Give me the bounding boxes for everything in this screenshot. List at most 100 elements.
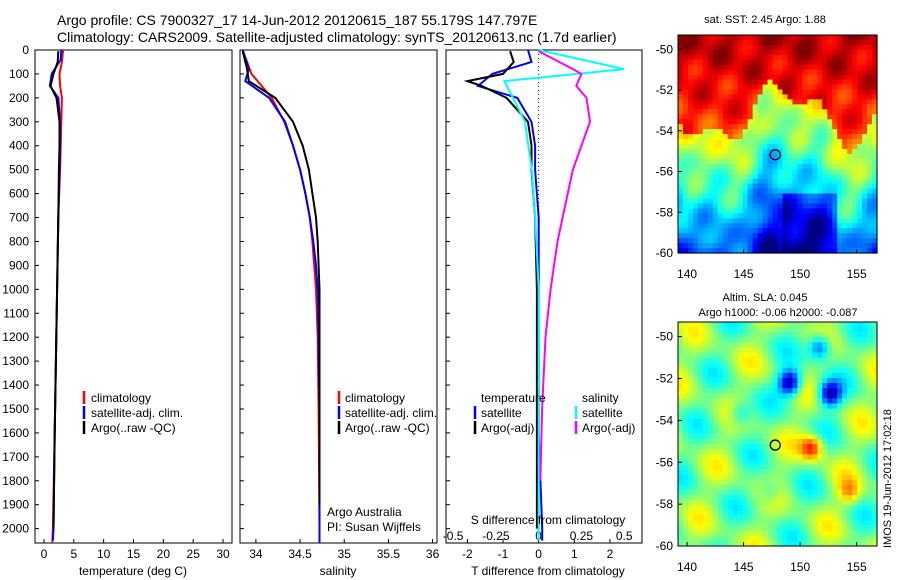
map-cell bbox=[767, 484, 774, 491]
map-cell bbox=[717, 322, 724, 328]
map-cell bbox=[787, 129, 794, 135]
map-cell bbox=[787, 490, 794, 496]
map-cell bbox=[847, 109, 853, 115]
map-cell bbox=[842, 243, 848, 249]
map-cell bbox=[752, 208, 759, 214]
map-cell bbox=[867, 449, 873, 455]
map-cell bbox=[722, 505, 729, 511]
map-cell bbox=[682, 444, 689, 450]
map-cell bbox=[822, 213, 828, 219]
map-cell bbox=[702, 144, 709, 150]
map-cell bbox=[772, 168, 779, 175]
map-cell bbox=[857, 168, 863, 175]
map-cell bbox=[702, 459, 709, 466]
map-cell bbox=[792, 124, 798, 130]
map-cell bbox=[687, 39, 694, 46]
map-cell bbox=[767, 193, 774, 200]
map-cell bbox=[822, 69, 828, 76]
map-cell bbox=[722, 173, 729, 180]
map-cell bbox=[852, 44, 858, 51]
map-cell bbox=[867, 398, 873, 405]
map-cell bbox=[762, 413, 769, 420]
map-cell bbox=[747, 525, 754, 532]
map-cell bbox=[692, 367, 699, 374]
map-cell bbox=[732, 525, 739, 532]
map-cell bbox=[707, 388, 714, 394]
map-cell bbox=[742, 49, 749, 56]
map-cell bbox=[682, 520, 689, 527]
depth-tick-label: 1600 bbox=[2, 426, 29, 440]
map-cell bbox=[782, 228, 789, 234]
map-cell bbox=[807, 84, 813, 91]
map-cell bbox=[777, 383, 784, 389]
map-cell bbox=[687, 183, 694, 190]
map-cell bbox=[702, 208, 709, 214]
map-cell bbox=[832, 233, 838, 239]
map-cell bbox=[872, 153, 878, 160]
map-cell bbox=[707, 362, 714, 369]
map-cell bbox=[702, 218, 709, 224]
map-cell bbox=[757, 124, 764, 130]
map-cell bbox=[867, 35, 873, 41]
map-cell bbox=[767, 144, 774, 150]
map-cell bbox=[702, 357, 709, 364]
argo-position-marker bbox=[769, 439, 781, 451]
map-cell bbox=[678, 490, 684, 496]
map-cell bbox=[812, 129, 818, 135]
map-cell bbox=[702, 114, 709, 120]
map-cell bbox=[872, 505, 878, 511]
map-cell bbox=[747, 352, 754, 359]
map-cell bbox=[762, 109, 769, 115]
map-cell bbox=[782, 464, 789, 471]
map-cell bbox=[782, 337, 789, 343]
legend-label-argo: Argo(..raw -QC) bbox=[91, 421, 176, 435]
map-cell bbox=[802, 530, 808, 537]
map-cell bbox=[717, 248, 724, 254]
map-cell bbox=[792, 408, 798, 415]
map-cell bbox=[702, 183, 709, 190]
map-cell bbox=[862, 248, 868, 254]
map-cell bbox=[832, 495, 838, 501]
map-cell bbox=[772, 332, 779, 338]
map-cell bbox=[872, 484, 878, 491]
map-cell bbox=[682, 104, 689, 110]
map-cell bbox=[727, 327, 734, 333]
map-cell bbox=[697, 408, 704, 415]
map-cell bbox=[678, 228, 684, 234]
map-cell bbox=[732, 158, 739, 165]
map-cell bbox=[717, 198, 724, 205]
map-cell bbox=[792, 89, 798, 96]
map-cell bbox=[817, 54, 823, 61]
map-cell bbox=[782, 89, 789, 96]
map-cell bbox=[792, 403, 798, 410]
x-tick-label: 30 bbox=[216, 547, 230, 561]
map-cell bbox=[727, 129, 734, 135]
map-cell bbox=[752, 367, 759, 374]
map-cell bbox=[837, 423, 843, 430]
map-cell bbox=[867, 479, 873, 486]
map-cell bbox=[802, 74, 808, 81]
map-cell bbox=[807, 114, 813, 120]
map-cell bbox=[852, 418, 858, 425]
map-cell bbox=[732, 449, 739, 455]
map-cell bbox=[772, 434, 779, 440]
map-cell bbox=[697, 79, 704, 86]
map-cell bbox=[792, 208, 798, 214]
map-cell bbox=[847, 418, 853, 425]
map-cell bbox=[777, 104, 784, 110]
map-cell bbox=[802, 193, 808, 200]
map-cell bbox=[787, 74, 794, 81]
map-cell bbox=[777, 347, 784, 354]
map-cell bbox=[777, 535, 784, 542]
depth-tick-label: 1900 bbox=[2, 498, 29, 512]
map-cell bbox=[737, 439, 744, 445]
map-cell bbox=[822, 64, 828, 71]
map-cell bbox=[777, 89, 784, 96]
map-cell bbox=[852, 337, 858, 343]
map-cell bbox=[852, 515, 858, 522]
map-cell bbox=[842, 388, 848, 394]
map-cell bbox=[702, 193, 709, 200]
map-cell bbox=[692, 54, 699, 61]
map-cell bbox=[707, 35, 714, 41]
